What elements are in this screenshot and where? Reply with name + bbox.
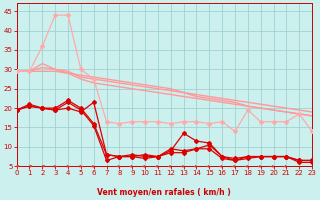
X-axis label: Vent moyen/en rafales ( km/h ): Vent moyen/en rafales ( km/h ): [98, 188, 231, 197]
